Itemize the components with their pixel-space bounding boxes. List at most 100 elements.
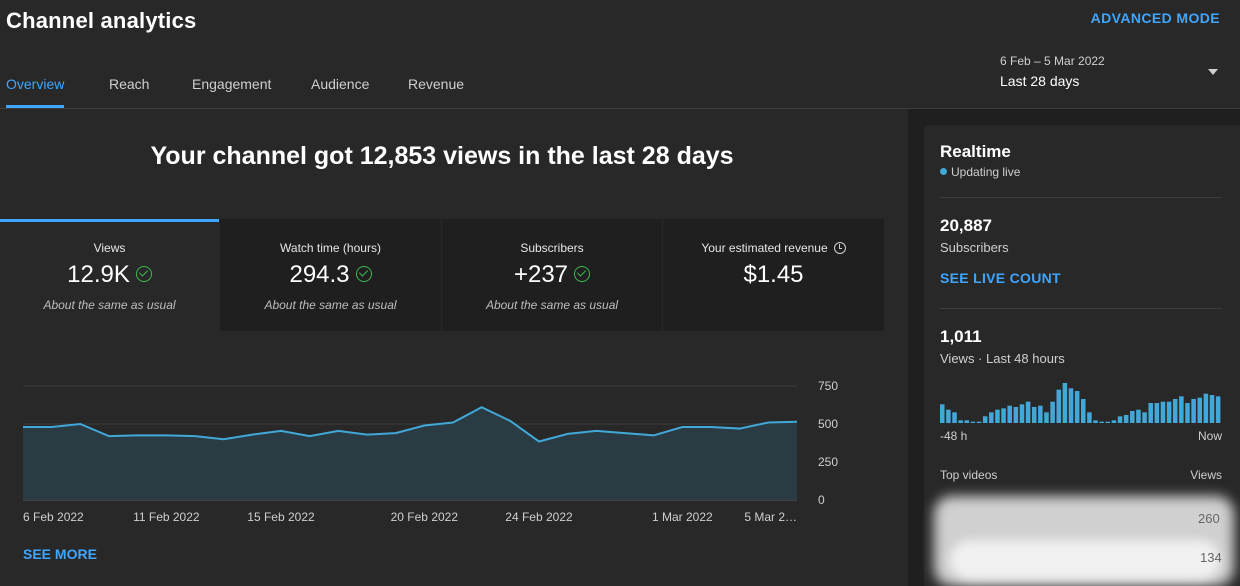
x-tick-label: 15 Feb 2022 (247, 510, 315, 524)
advanced-mode-link[interactable]: ADVANCED MODE (1090, 10, 1220, 26)
metric-label: Views (93, 241, 126, 255)
realtime-bar (1203, 393, 1209, 423)
metric-label: Watch time (hours) (280, 241, 381, 255)
tab-reach[interactable]: Reach (109, 76, 150, 92)
tab-engagement[interactable]: Engagement (192, 76, 272, 92)
realtime-bar (1215, 396, 1221, 423)
subscriber-count: 20,887 (940, 216, 992, 235)
views-column-label: Views (1190, 468, 1222, 482)
realtime-title: Realtime (940, 142, 1011, 161)
x-tick-label: 20 Feb 2022 (391, 510, 459, 524)
realtime-bar (1062, 383, 1068, 423)
realtime-bar (1117, 416, 1123, 423)
realtime-bar (1209, 395, 1215, 423)
realtime-bar (1025, 401, 1031, 423)
subscriber-label: Subscribers (940, 240, 1009, 255)
selected-metric-indicator (0, 219, 219, 222)
realtime-bar (995, 409, 1000, 423)
tab-audience[interactable]: Audience (311, 76, 370, 92)
metric-note: About the same as usual (43, 298, 176, 312)
realtime-bar (1136, 409, 1141, 423)
realtime-bar (1031, 407, 1037, 423)
y-tick-label: 250 (818, 455, 838, 469)
realtime-bar (970, 421, 976, 423)
y-tick-label: 500 (818, 417, 838, 431)
top-video-views[interactable]: 134 (1200, 550, 1222, 565)
metric-value-text: 12.9K (67, 261, 130, 288)
realtime-views-count: 1,011 (940, 327, 982, 346)
metric-card-subscribers[interactable]: Subscribers +237 About the same as usual (442, 219, 662, 331)
top-videos-label: Top videos (940, 468, 998, 482)
metric-label-text: Your estimated revenue (701, 241, 828, 255)
realtime-views-label: Views · Last 48 hours (940, 351, 1065, 366)
metric-value: +237 (442, 261, 662, 289)
axis-start-label: -48 h (940, 429, 968, 443)
metric-note: About the same as usual (264, 298, 397, 312)
active-tab-indicator (6, 105, 64, 108)
realtime-bar (958, 420, 963, 423)
headline: Your channel got 12,853 views in the las… (150, 142, 734, 170)
y-tick-label: 0 (818, 493, 825, 507)
views-line (23, 406, 798, 443)
realtime-bar (1056, 389, 1062, 423)
realtime-bar (1087, 412, 1092, 423)
realtime-bar (1099, 421, 1104, 423)
metric-card-views[interactable]: Views 12.9K About the same as usual (0, 219, 219, 331)
metric-card-watch-time[interactable]: Watch time (hours) 294.3 About the same … (220, 219, 441, 331)
realtime-bar (1154, 403, 1160, 423)
tab-overview[interactable]: Overview (6, 76, 65, 92)
realtime-bar (1050, 401, 1055, 423)
realtime-bar (1197, 397, 1203, 423)
realtime-bar (1074, 391, 1080, 423)
realtime-bar (1160, 401, 1166, 423)
y-tick-label: 750 (818, 379, 838, 393)
caret-down-icon[interactable] (1208, 69, 1218, 75)
realtime-bar (1019, 404, 1025, 423)
check-circle-icon (355, 265, 372, 282)
realtime-bar (1185, 403, 1190, 423)
realtime-bar-chart[interactable] (940, 383, 1222, 423)
realtime-bar (1013, 407, 1019, 423)
realtime-bar (952, 412, 957, 423)
realtime-bar (940, 404, 945, 423)
metric-value: 12.9K (0, 261, 219, 289)
realtime-bar (1093, 420, 1098, 423)
clock-icon[interactable] (833, 241, 846, 254)
tab-revenue[interactable]: Revenue (408, 76, 465, 92)
realtime-status-text: Updating live (951, 165, 1021, 179)
metric-card-revenue[interactable]: Your estimated revenue $1.45 (663, 219, 884, 331)
metric-label: Subscribers (520, 241, 584, 255)
realtime-bar (1044, 412, 1049, 423)
views-chart[interactable]: 750 500 250 0 6 Feb 2022 11 Feb 2022 15 Feb 20… (0, 370, 880, 530)
divider (940, 308, 1222, 309)
date-preset-text[interactable]: Last 28 days (1000, 73, 1080, 89)
axis-end-label: Now (1197, 429, 1222, 443)
check-circle-icon (574, 265, 591, 282)
realtime-bar (1038, 405, 1043, 423)
x-tick-label: 24 Feb 2022 (505, 510, 573, 524)
realtime-bar (1105, 421, 1111, 423)
realtime-bar (964, 420, 970, 423)
realtime-bar (1166, 401, 1172, 423)
live-dot-icon (940, 168, 947, 176)
metric-note: About the same as usual (485, 298, 619, 312)
page-title: Channel analytics (6, 8, 197, 33)
realtime-bar (1148, 403, 1153, 423)
realtime-status: Updating live (940, 165, 1020, 179)
see-live-count-button[interactable]: SEE LIVE COUNT (940, 270, 1061, 286)
realtime-bar (976, 421, 982, 423)
check-circle-icon (135, 265, 152, 282)
realtime-bar (1179, 396, 1184, 423)
see-more-button[interactable]: SEE MORE (23, 546, 97, 562)
metric-value: 294.3 (220, 261, 441, 289)
top-video-views[interactable]: 260 (1198, 511, 1220, 526)
date-range-text[interactable]: 6 Feb – 5 Mar 2022 (1000, 54, 1105, 68)
x-tick-label: 11 Feb 2022 (133, 510, 200, 524)
realtime-bar (1007, 405, 1012, 423)
metric-label: Your estimated revenue (663, 241, 884, 255)
realtime-bar (946, 409, 951, 423)
x-tick-label: 6 Feb 2022 (23, 510, 84, 524)
metric-value-text: $1.45 (743, 261, 804, 288)
realtime-bar (989, 412, 994, 423)
metric-value-text: 294.3 (289, 261, 350, 288)
